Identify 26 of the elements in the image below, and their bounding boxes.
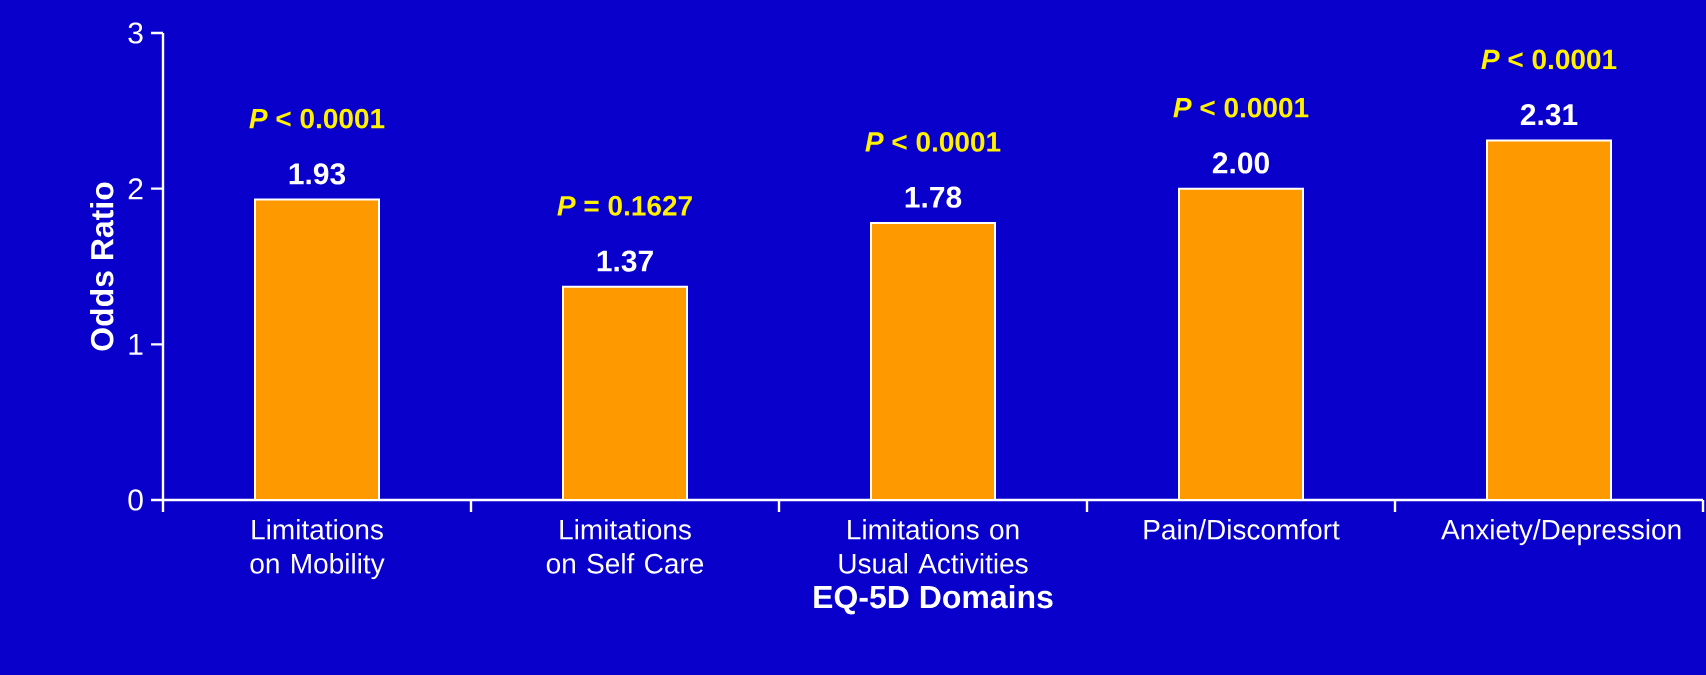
y-tick-label: 3 — [128, 22, 143, 44]
bar — [562, 285, 689, 500]
x-tick-label: Limitations on Usual Activities — [839, 519, 1028, 574]
data-label: 1.78 — [905, 186, 962, 208]
data-label: 2.00 — [1212, 152, 1269, 174]
annotation: P < 0.0001 — [249, 108, 385, 129]
x-tick-label: Pain/Discomfort — [1144, 519, 1340, 540]
x-tick-label: Limitations on Mobility — [250, 519, 385, 580]
y-tick-label: 1 — [129, 334, 143, 355]
annotation: P < 0.0001 — [1173, 97, 1309, 118]
bar — [870, 221, 997, 500]
data-label: 2.31 — [1520, 104, 1578, 126]
data-label: 1.37 — [597, 250, 653, 272]
y-axis-title: Odds Ratio — [90, 182, 114, 351]
annotation: P < 0.0001 — [865, 132, 1001, 152]
bar — [1178, 187, 1305, 500]
x-tick-label: Limitations on Self Care — [546, 519, 704, 574]
annotation: P < 0.0001 — [1481, 49, 1617, 70]
data-label: 1.93 — [289, 163, 346, 185]
x-axis-title: EQ-5D Domains — [814, 584, 1053, 615]
y-tick-label: 0 — [128, 489, 143, 511]
bar — [254, 198, 381, 500]
bar — [1486, 139, 1613, 500]
annotation: P = 0.1627 — [557, 195, 692, 216]
x-tick-label: Anxiety/Depression — [1441, 519, 1681, 546]
y-tick-label: 2 — [128, 178, 143, 200]
